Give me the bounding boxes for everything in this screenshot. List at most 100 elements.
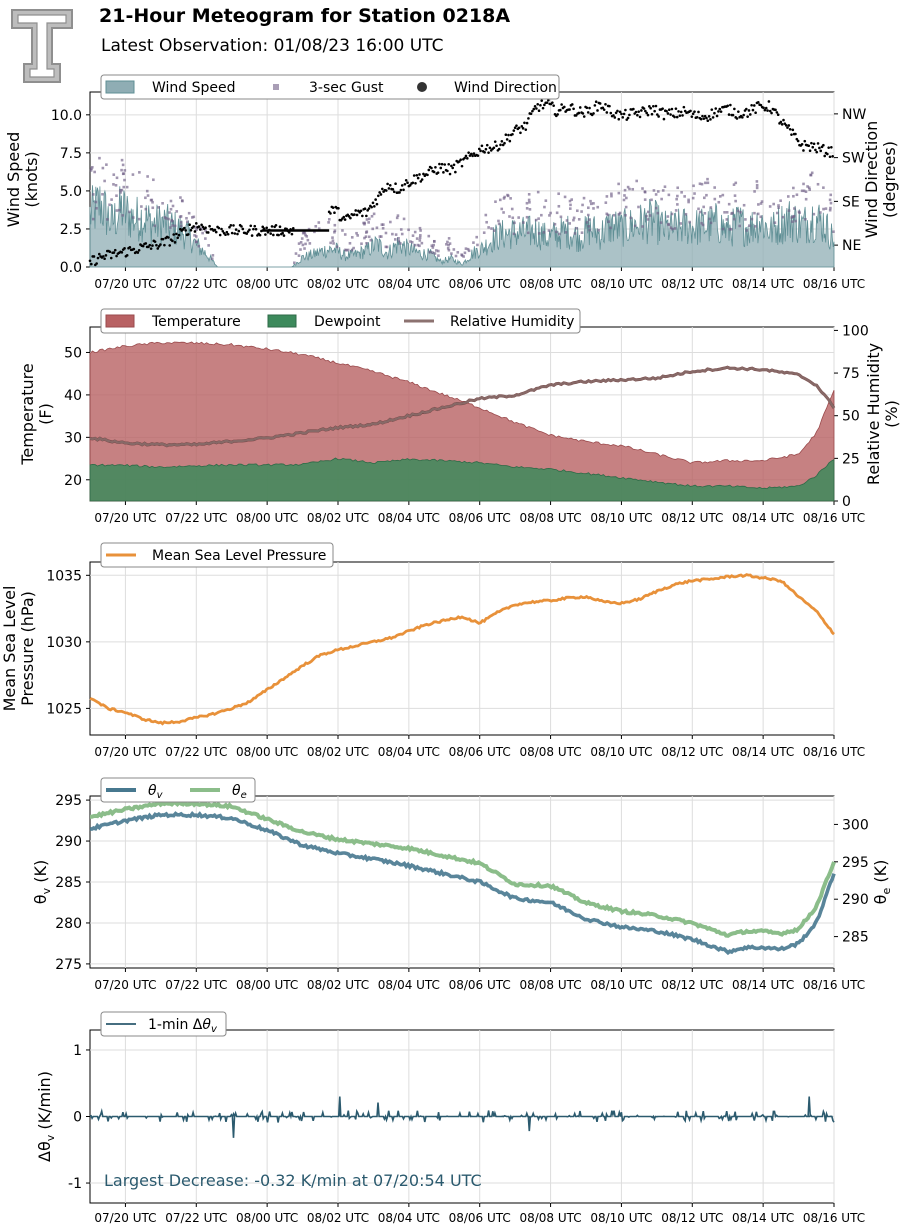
direction-point — [540, 99, 544, 102]
theta-e-line — [90, 799, 836, 938]
x-tick-label: 07/20 UTC — [94, 1211, 156, 1225]
direction-point — [608, 104, 611, 108]
x-tick-label: 08/06 UTC — [449, 978, 511, 992]
y2-tick-label: SE — [842, 194, 860, 210]
direction-point — [523, 121, 526, 125]
direction-point — [353, 213, 356, 216]
direction-point — [163, 243, 166, 247]
gust-point — [103, 179, 106, 183]
x-tick-label: 08/12 UTC — [661, 277, 723, 291]
gust-point — [397, 239, 401, 243]
rh-line — [89, 365, 835, 448]
gust-point — [775, 211, 779, 215]
gust-point — [93, 170, 96, 174]
direction-point — [649, 106, 652, 110]
gust-point — [633, 224, 637, 228]
gust-point — [115, 176, 119, 180]
gust-point — [659, 221, 663, 224]
gust-point — [676, 194, 679, 198]
gust-point — [731, 211, 734, 215]
y2-tick-label: SW — [842, 151, 865, 167]
gust-point — [652, 189, 656, 192]
direction-point — [416, 176, 420, 180]
gust-point — [675, 197, 678, 201]
legend-theta-v-label: θv — [148, 783, 164, 801]
direction-point — [104, 254, 108, 257]
gust-point — [738, 224, 742, 228]
gust-point — [502, 211, 505, 214]
gust-point — [777, 206, 780, 209]
direction-point — [269, 232, 272, 235]
direction-point — [359, 209, 363, 213]
direction-point — [533, 105, 537, 108]
direction-point — [250, 234, 254, 237]
direction-point — [552, 104, 555, 107]
direction-point — [361, 214, 364, 218]
direction-point — [780, 123, 784, 126]
direction-point — [375, 202, 379, 206]
direction-point — [349, 216, 352, 220]
gust-point — [110, 198, 113, 201]
gust-point — [597, 228, 600, 232]
direction-point — [746, 115, 749, 118]
gust-point — [725, 211, 729, 214]
gust-point — [704, 181, 707, 185]
x-tick-label: 08/04 UTC — [378, 978, 440, 992]
y-axis-label: (knots) — [22, 151, 41, 207]
legend-frame — [100, 542, 334, 568]
gust-point — [798, 211, 801, 215]
gust-point — [452, 248, 456, 251]
gust-point — [794, 219, 797, 223]
gust-point — [548, 214, 551, 217]
direction-point — [128, 246, 132, 249]
gust-point — [656, 190, 660, 193]
gust-point — [305, 235, 309, 238]
direction-point — [493, 140, 497, 143]
direction-point — [377, 194, 380, 198]
y2-tick-label: 295 — [842, 855, 869, 871]
gust-point — [589, 202, 593, 206]
direction-point — [695, 115, 699, 119]
gust-point — [131, 216, 135, 219]
direction-point — [577, 111, 581, 115]
direction-point — [137, 249, 141, 252]
mslp-line — [89, 573, 835, 726]
gust-point — [734, 199, 737, 203]
direction-point — [155, 243, 158, 247]
direction-point — [653, 109, 656, 113]
x-tick-label: 08/10 UTC — [590, 1211, 652, 1225]
gust-point — [674, 209, 678, 212]
direction-point — [733, 107, 736, 111]
direction-point — [427, 168, 431, 172]
direction-point — [527, 117, 530, 120]
gust-point — [391, 232, 394, 236]
gust-point — [781, 215, 785, 219]
direction-point — [636, 113, 639, 117]
gust-point — [192, 215, 196, 219]
direction-point — [719, 110, 723, 113]
direction-point — [120, 251, 124, 254]
direction-point — [371, 201, 375, 205]
direction-point — [282, 234, 286, 237]
gust-point — [371, 227, 375, 231]
gust-point — [585, 221, 589, 224]
direction-point — [96, 256, 100, 260]
gust-point — [91, 166, 94, 169]
gust-point — [528, 208, 532, 211]
direction-point — [710, 108, 714, 111]
direction-point — [803, 139, 807, 143]
gust-point — [419, 234, 422, 237]
direction-point — [674, 107, 678, 110]
direction-point — [172, 233, 175, 236]
gust-point — [317, 227, 321, 230]
direction-point — [333, 211, 336, 215]
direction-point — [434, 165, 437, 169]
gust-point — [137, 217, 141, 221]
gust-point — [755, 183, 759, 187]
x-tick-label: 08/04 UTC — [378, 1211, 440, 1225]
gust-point — [179, 224, 183, 228]
legend-theta: θv θe — [100, 777, 256, 803]
x-tick-label: 08/16 UTC — [803, 1211, 865, 1225]
direction-point — [272, 233, 275, 237]
gust-point — [367, 235, 371, 239]
